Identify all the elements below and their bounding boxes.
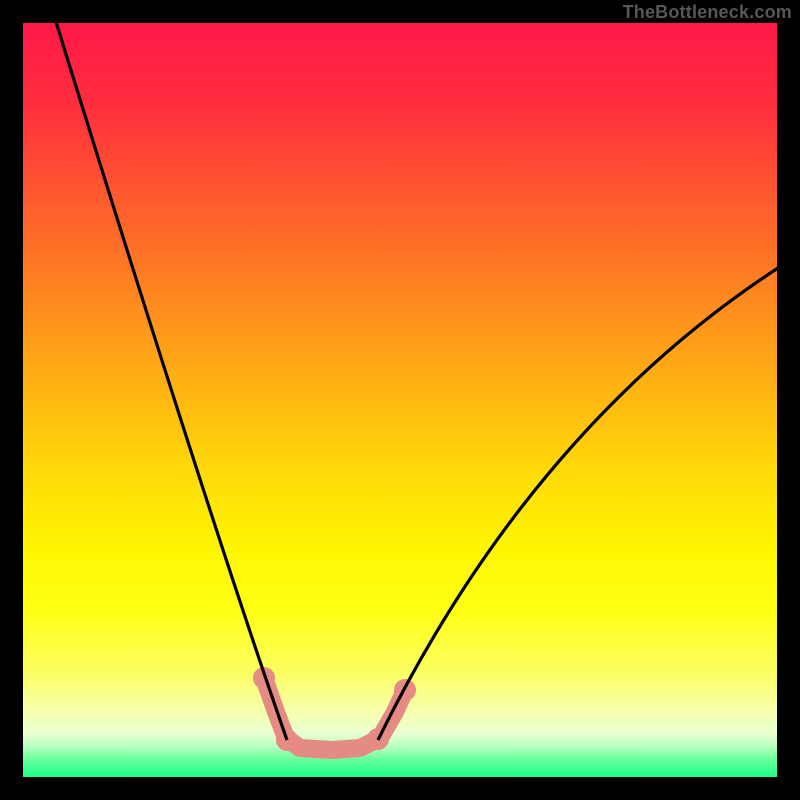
watermark-text: TheBottleneck.com	[623, 2, 792, 23]
bottleneck-chart	[0, 0, 800, 800]
chart-frame: TheBottleneck.com	[0, 0, 800, 800]
gradient-background	[23, 23, 777, 777]
